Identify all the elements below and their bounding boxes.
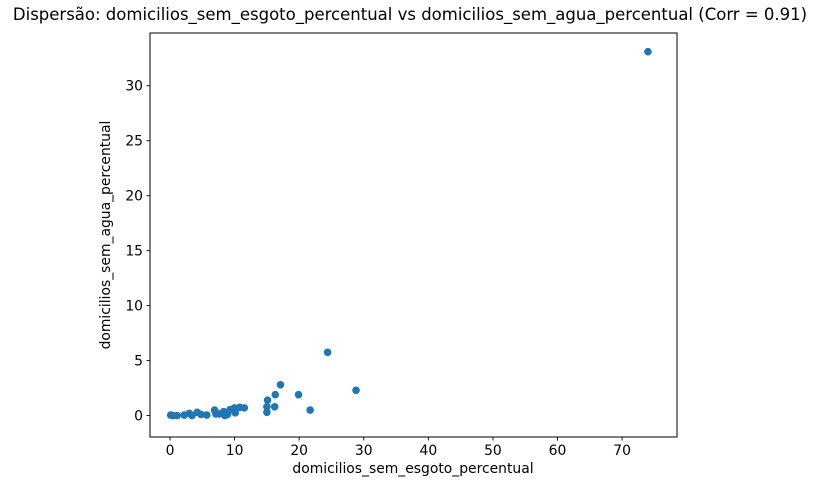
data-point [240,404,249,412]
data-point [270,402,279,411]
data-point [644,47,652,56]
data-point [203,411,211,419]
data-point [197,410,205,419]
x-tick-label: 60 [549,443,567,459]
data-point [263,408,271,417]
x-tick-label: 50 [484,443,502,459]
y-tick-label: 5 [134,353,143,369]
x-tick-label: 10 [226,443,244,459]
x-tick-label: 40 [420,443,438,459]
y-tick-label: 10 [125,298,143,314]
y-tick-label: 0 [134,408,143,424]
x-axis-label: domicilios_sem_esgoto_percentual [292,461,534,477]
y-tick-label: 20 [125,188,143,204]
data-point [276,380,285,389]
axes-frame [149,32,678,438]
data-point [173,411,181,420]
x-tick-label: 70 [613,443,631,459]
data-point [263,402,271,411]
data-point [263,396,272,404]
data-point [294,390,303,399]
x-tick-label: 30 [355,443,373,459]
data-point [323,348,332,357]
x-tick-label: 20 [290,443,308,459]
data-point [231,409,240,417]
chart-title: Dispersão: domicilios_sem_esgoto_percent… [12,5,808,24]
data-point [271,390,280,399]
data-point [306,406,314,414]
y-tick-label: 25 [125,134,143,150]
y-tick-label: 30 [125,79,143,95]
y-tick-label: 15 [125,243,143,259]
x-tick-label: 0 [166,443,175,459]
data-point [352,386,360,395]
